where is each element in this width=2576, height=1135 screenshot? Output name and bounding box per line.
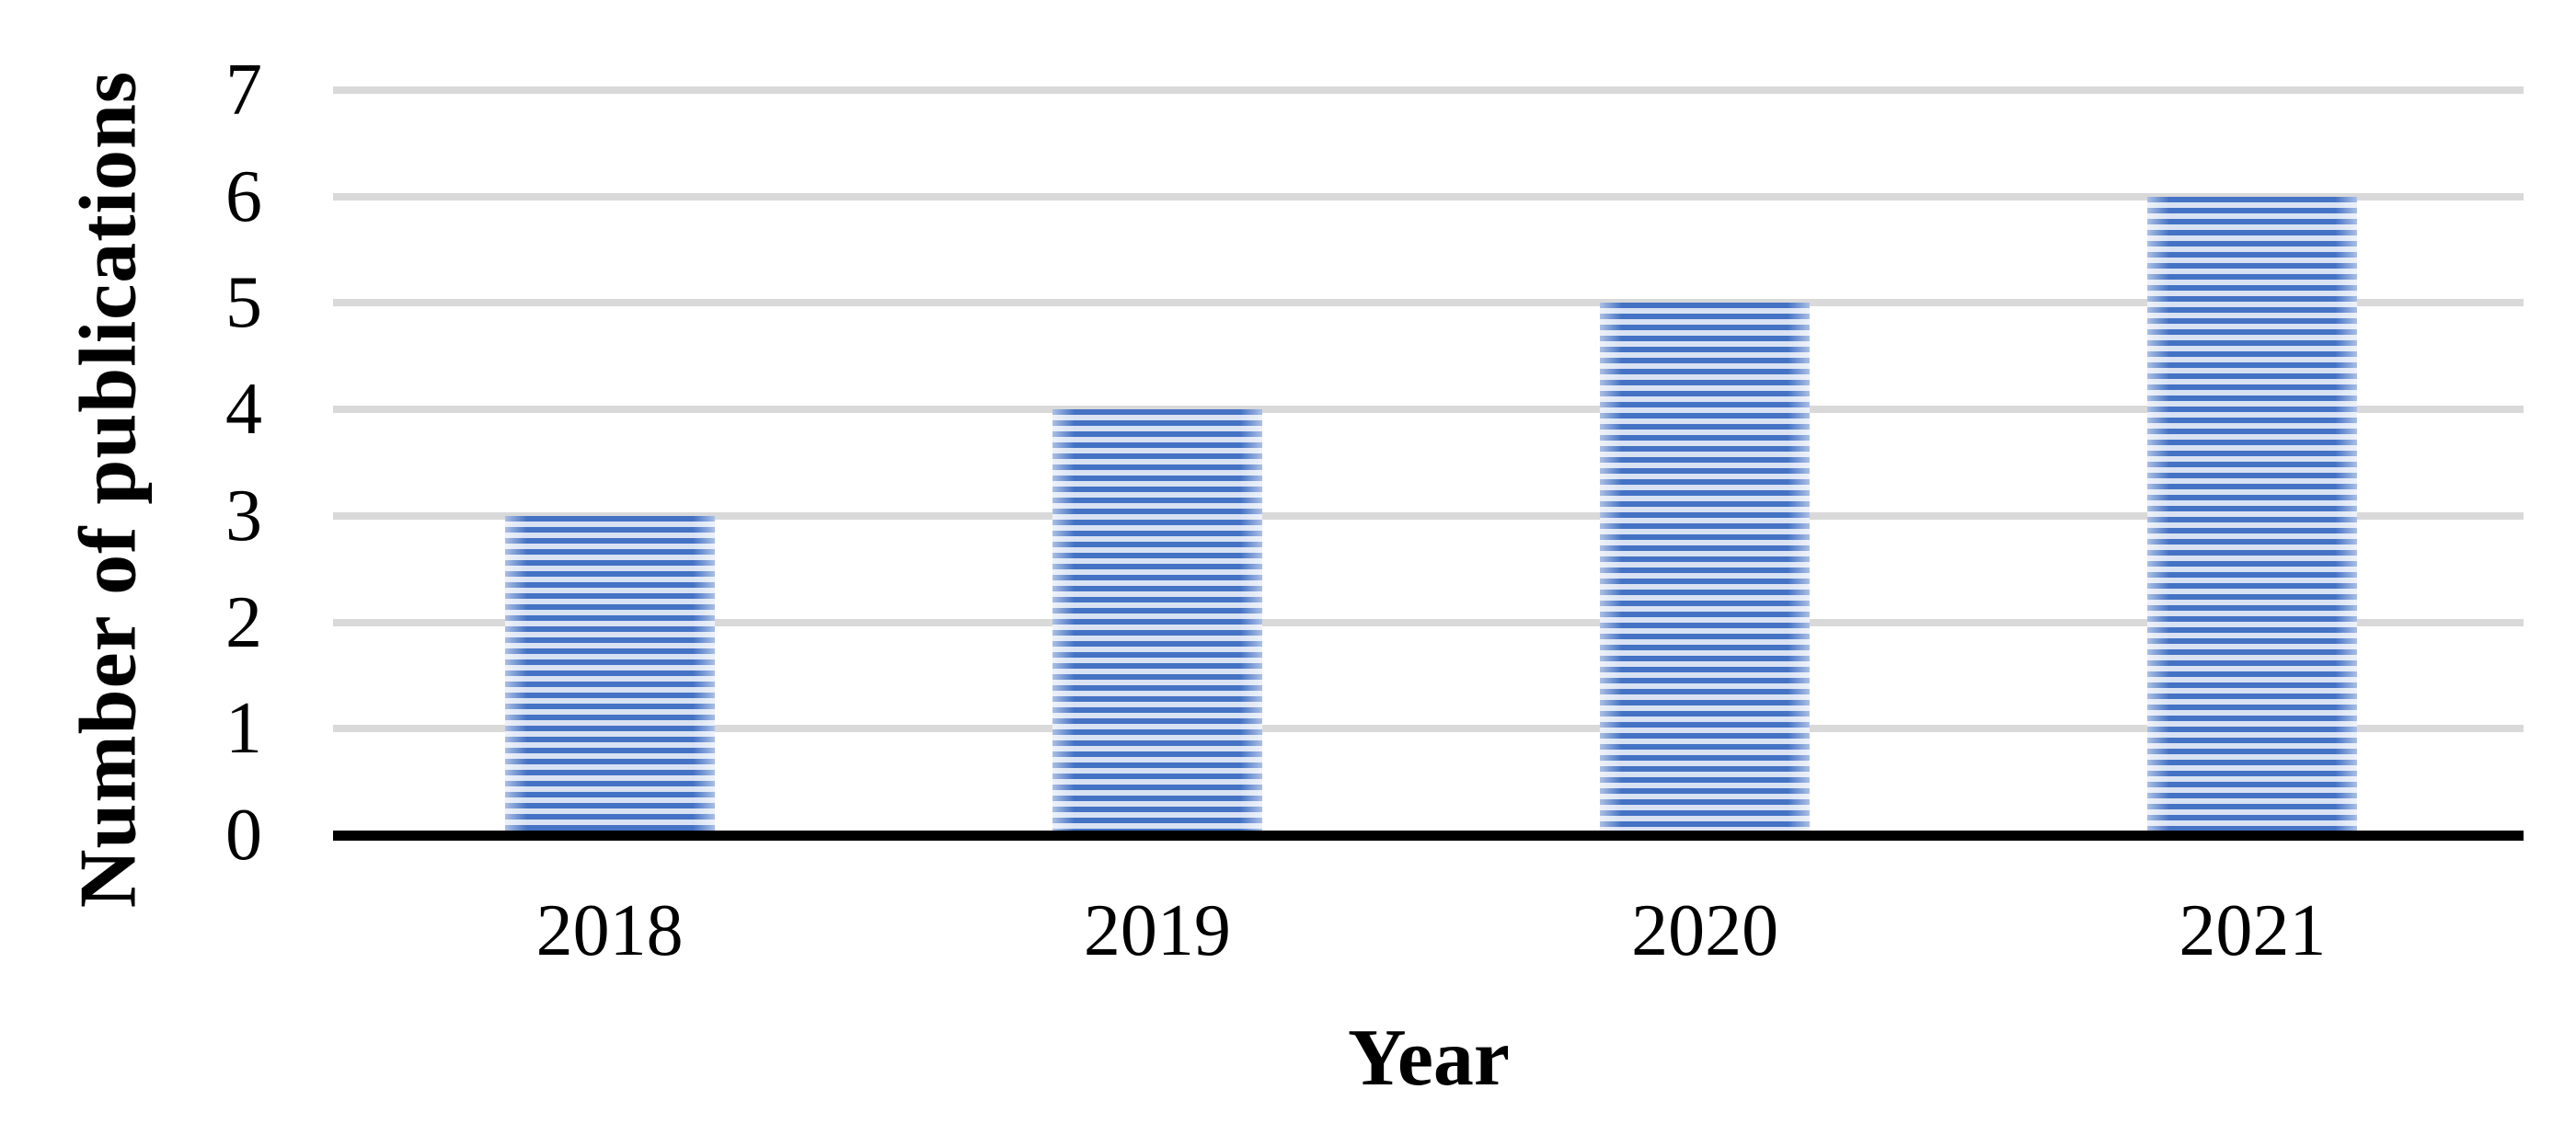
gridline-y7 [333,86,2524,94]
y-tick-label-4: 4 [225,369,262,451]
y-tick-label-5: 5 [225,262,262,344]
y-tick-label-6: 6 [225,155,262,237]
x-tick-label-2019: 2019 [1083,890,1231,971]
gridline-y4 [333,406,2524,414]
x-tick-label-2018: 2018 [535,890,684,971]
x-axis-title: Year [1348,1014,1510,1103]
y-tick-label-2: 2 [225,581,262,663]
gridline-y3 [333,511,2524,520]
plot-area [333,86,2524,835]
gridline-y6 [333,192,2524,201]
y-tick-label-3: 3 [225,475,262,556]
gridline-y1 [333,725,2524,733]
gridline-y5 [333,299,2524,307]
y-tick-label-0: 0 [225,795,262,876]
y-tick-label-7: 7 [225,50,262,131]
x-tick-label-2020: 2020 [1631,890,1779,971]
bar-2021 [2147,197,2358,835]
x-axis-line [333,831,2524,841]
y-tick-label-1: 1 [225,688,262,770]
y-axis-title: Number of publications [63,70,154,909]
x-tick-label-2021: 2021 [2179,890,2327,971]
bar-2018 [504,516,715,835]
gridline-y2 [333,618,2524,626]
bar-2019 [1052,409,1262,835]
bar-2020 [1600,303,1811,835]
